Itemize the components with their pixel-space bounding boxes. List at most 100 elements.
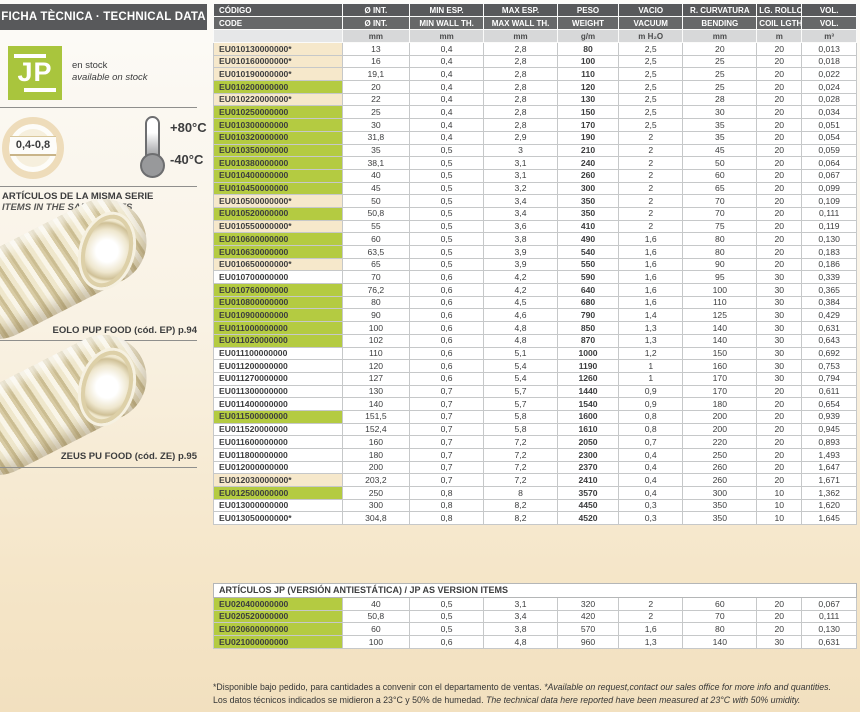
value-cell: 0,8 (618, 409, 684, 424)
value-cell: 410 (556, 219, 620, 234)
value-cell: 1,645 (801, 511, 857, 526)
value-cell: 0,611 (801, 384, 857, 399)
table-row: EU011800000000 180 0,7 7,2 2300 0,4 250 20 1,493 (213, 448, 857, 462)
value-cell: 7,2 (483, 435, 558, 449)
value-cell: 38,1 (341, 156, 411, 170)
value-cell: 20 (756, 473, 803, 488)
value-cell: 2,8 (483, 42, 558, 56)
value-cell: 1600 (556, 409, 620, 424)
value-cell: 140 (341, 397, 411, 411)
value-cell: 1,6 (618, 245, 684, 259)
value-cell: 20 (756, 435, 803, 449)
value-cell: 0,429 (801, 308, 857, 323)
value-cell: 0,6 (409, 333, 485, 348)
value-cell: 20 (756, 597, 803, 611)
column-header-cell: LG. ROLLO (756, 3, 803, 17)
product-code-cell: EU013050000000* (213, 511, 343, 526)
value-cell: 0,5 (409, 181, 485, 196)
value-cell: 1,493 (801, 448, 857, 462)
value-cell: 20 (756, 130, 803, 145)
value-cell: 0,018 (801, 54, 857, 69)
value-cell: 1,6 (618, 295, 684, 310)
as-version-table-wrap: ARTÍCULOS JP (VERSIÓN ANTIESTÁTICA) / JP… (213, 583, 857, 649)
value-cell: 0,4 (409, 92, 485, 107)
value-cell: 240 (556, 156, 620, 170)
product-code-cell: EU020400000000 (213, 597, 343, 611)
value-cell: 20 (756, 181, 803, 196)
footnote-conditions: Los datos técnicos indicados se midieron… (213, 694, 855, 707)
value-cell: 20 (756, 67, 803, 82)
column-header-cell: VOL. (801, 3, 857, 17)
value-cell: 420 (556, 609, 620, 624)
product-code-cell: EU010380000000 (213, 156, 343, 170)
value-cell: 3,1 (483, 168, 558, 183)
product-code-cell: EU010300000000 (213, 118, 343, 132)
table-row: EU020600000000 60 0,5 3,8 570 1,6 80 20 0,130 (213, 622, 857, 637)
value-cell: 200 (682, 409, 758, 424)
value-cell: 680 (556, 295, 620, 310)
value-cell: 0,034 (801, 105, 857, 120)
product-code-cell: EU011400000000 (213, 397, 343, 411)
value-cell: 5,7 (483, 384, 558, 399)
value-cell: 0,7 (409, 397, 485, 411)
unit-header-cell: g/m (556, 29, 620, 43)
value-cell: 50,8 (341, 609, 411, 624)
value-cell: 55 (341, 219, 411, 234)
table-row: EU011000000000 100 0,6 4,8 850 1,3 140 30 0,631 (213, 321, 857, 335)
value-cell: 490 (556, 232, 620, 246)
table-row: EU010650000000* 65 0,5 3,9 550 1,6 90 20 0,186 (213, 257, 857, 272)
value-cell: 0,8 (618, 422, 684, 437)
unit-header-cell: mm (409, 29, 485, 43)
product-code-cell: EU010400000000 (213, 168, 343, 183)
table-row: EU010600000000 60 0,5 3,8 490 1,6 80 20 0,130 (213, 232, 857, 246)
value-cell: 20 (756, 622, 803, 637)
value-cell: 0,631 (801, 635, 857, 649)
value-cell: 260 (556, 168, 620, 183)
value-cell: 110 (682, 295, 758, 310)
value-cell: 8 (483, 486, 558, 500)
table-row: EU010630000000 63,5 0,5 3,9 540 1,6 80 20 0,183 (213, 245, 857, 259)
value-cell: 4,6 (483, 308, 558, 323)
value-cell: 0,5 (409, 168, 485, 183)
column-header-cell: CODE (213, 16, 343, 30)
value-cell: 0,7 (409, 422, 485, 437)
value-cell: 1,3 (618, 635, 684, 649)
value-cell: 300 (556, 181, 620, 196)
value-cell: 20 (756, 80, 803, 94)
value-cell: 0,111 (801, 609, 857, 624)
value-cell: 10 (756, 511, 803, 526)
footnote-availability-en: *Available on request,contact our sales … (544, 682, 831, 692)
value-cell: 0,5 (409, 622, 485, 637)
value-cell: 2370 (556, 460, 620, 475)
value-cell: 1,4 (618, 308, 684, 323)
column-header-cell: MIN WALL TH. (409, 16, 485, 30)
value-cell: 0,6 (409, 321, 485, 335)
value-cell: 0,109 (801, 194, 857, 208)
value-cell: 0,054 (801, 130, 857, 145)
value-cell: 1 (618, 371, 684, 386)
column-header-cell: VACIO (618, 3, 684, 17)
value-cell: 1260 (556, 371, 620, 386)
table-row: EU010760000000 76,2 0,6 4,2 640 1,6 100 30 0,365 (213, 283, 857, 297)
value-cell: 25 (341, 105, 411, 120)
value-cell: 120 (556, 80, 620, 94)
table-row: EU010160000000* 16 0,4 2,8 100 2,5 25 20 0,018 (213, 54, 857, 69)
value-cell: 2 (618, 168, 684, 183)
temperature-max: +80°C (170, 120, 207, 135)
product-code-cell: EU012500000000 (213, 486, 343, 500)
value-cell: 0,7 (409, 435, 485, 449)
value-cell: 20 (756, 92, 803, 107)
value-cell: 0,067 (801, 597, 857, 611)
value-cell: 25 (682, 54, 758, 69)
value-cell: 20 (756, 156, 803, 170)
value-cell: 140 (682, 333, 758, 348)
value-cell: 20 (341, 80, 411, 94)
hose-image-eolo-pup-food (0, 184, 162, 354)
value-cell: 2 (618, 206, 684, 221)
product-code-cell: EU020600000000 (213, 622, 343, 637)
value-cell: 180 (341, 448, 411, 462)
value-cell: 0,753 (801, 359, 857, 373)
series-title-en: ITEMS IN THE SAME SERIES (2, 202, 133, 213)
value-cell: 31,8 (341, 130, 411, 145)
value-cell: 20 (756, 168, 803, 183)
